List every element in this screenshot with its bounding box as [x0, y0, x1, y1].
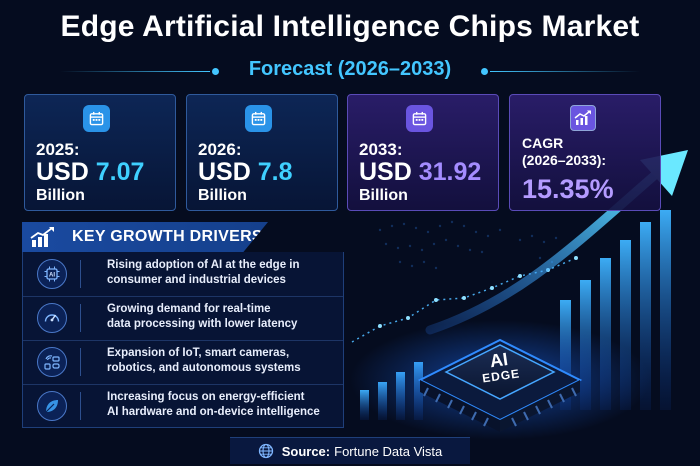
driver-text: Expansion of IoT, smart cameras, robotic…: [107, 346, 339, 376]
driver-text-line2: robotics, and autonomous systems: [107, 362, 301, 374]
card-value: USD 31.92: [359, 158, 481, 187]
driver-text: Growing demand for real-time data proces…: [107, 302, 339, 332]
page-title: Edge Artificial Intelligence Chips Marke…: [60, 10, 640, 43]
card-value: USD 7.8: [198, 158, 293, 187]
card-unit: Billion: [36, 187, 85, 204]
world-map-dots: [378, 220, 558, 270]
card-currency: USD: [359, 158, 412, 186]
driver-divider: [80, 348, 81, 376]
stat-card-cagr: CAGR (2026–2033): 15.35%: [509, 94, 661, 211]
card-unit: Billion: [198, 187, 247, 204]
stat-card-2025: 2025: USD 7.07 Billion: [24, 94, 176, 211]
list-item: Increasing focus on energy-efficient AI …: [23, 384, 343, 428]
card-currency: USD: [36, 158, 89, 186]
driver-text: Rising adoption of AI at the edge in con…: [107, 258, 339, 288]
ai-chip-icon: AI: [37, 259, 67, 289]
driver-text-line1: Expansion of IoT, smart cameras,: [107, 347, 290, 359]
cagr-label: CAGR (2026–2033):: [522, 135, 606, 169]
card-unit: Billion: [359, 187, 408, 204]
driver-text: Increasing focus on energy-efficient AI …: [107, 390, 339, 420]
card-number: 31.92: [418, 158, 482, 186]
source-name: Fortune Data Vista: [334, 443, 443, 459]
cagr-value: 15.35%: [522, 174, 614, 204]
driver-divider: [80, 392, 81, 420]
bar-chart-icon: [30, 227, 54, 247]
cagr-label-line1: CAGR: [522, 135, 564, 151]
calendar-icon: [83, 105, 110, 132]
page-subtitle: Forecast (2026–2033): [248, 58, 452, 80]
subtitle-dot-left: [212, 68, 219, 75]
svg-text:AI: AI: [49, 273, 55, 279]
card-year: 2026:: [198, 140, 242, 159]
growth-drivers-header: KEY GROWTH DRIVERS: [22, 222, 268, 252]
globe-icon: [258, 443, 273, 459]
card-year: 2033:: [359, 140, 403, 159]
trend-chart-icon: [570, 105, 596, 131]
subtitle-dot-right: [481, 68, 488, 75]
leaf-icon: [37, 391, 67, 421]
growth-drivers-title: KEY GROWTH DRIVERS: [72, 228, 263, 245]
driver-text-line2: data processing with lower latency: [107, 318, 298, 330]
subtitle-divider-right: [490, 71, 640, 72]
ai-edge-chip: [417, 338, 583, 432]
driver-text-line2: AI hardware and on-device intelligence: [107, 406, 320, 418]
list-item: Growing demand for real-time data proces…: [23, 296, 343, 341]
subtitle-divider-left: [60, 71, 210, 72]
cagr-label-line2: (2026–2033):: [522, 152, 607, 168]
source-label: Source:: [281, 443, 331, 459]
card-value: USD 7.07: [36, 158, 144, 187]
stat-card-2033: 2033: USD 31.92 Billion: [347, 94, 499, 211]
source-bar: Source: Fortune Data Vista: [230, 437, 470, 464]
driver-text-line1: Increasing focus on energy-efficient: [107, 391, 305, 403]
driver-text-line2: consumer and industrial devices: [107, 274, 286, 286]
card-number: 7.8: [257, 158, 293, 186]
growth-drivers-panel: KEY GROWTH DRIVERS AI Rising adoption of…: [22, 222, 344, 428]
calendar-icon: [245, 105, 272, 132]
calendar-icon: [406, 105, 433, 132]
stat-card-2026: 2026: USD 7.8 Billion: [186, 94, 338, 211]
speedometer-icon: [37, 303, 67, 333]
list-item: Expansion of IoT, smart cameras, robotic…: [23, 340, 343, 385]
driver-divider: [80, 304, 81, 332]
iot-devices-icon: [37, 347, 67, 377]
growth-drivers-list: AI Rising adoption of AI at the edge in …: [22, 252, 344, 428]
driver-divider: [80, 260, 81, 288]
driver-text-line1: Rising adoption of AI at the edge in: [107, 259, 300, 271]
card-year: 2025:: [36, 140, 80, 159]
list-item: AI Rising adoption of AI at the edge in …: [23, 252, 343, 297]
card-number: 7.07: [95, 158, 145, 186]
card-currency: USD: [198, 158, 251, 186]
driver-text-line1: Growing demand for real-time: [107, 303, 271, 315]
